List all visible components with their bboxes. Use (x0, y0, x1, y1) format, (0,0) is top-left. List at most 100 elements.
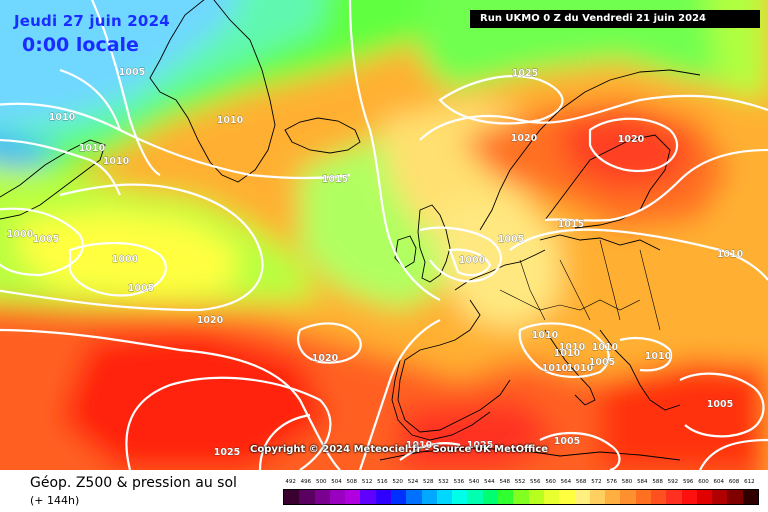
pressure-label: 1010 (532, 330, 559, 341)
pressure-label: 1010 (559, 342, 586, 353)
product-title: Géop. Z500 & pression au sol (30, 475, 237, 491)
legend-swatch (299, 490, 316, 504)
legend-swatch (391, 490, 407, 504)
legend-swatch (345, 490, 361, 504)
legend-label: 572 (591, 479, 602, 485)
pressure-label: 1020 (511, 133, 538, 144)
legend-label: 496 (300, 479, 312, 485)
isobars (0, 0, 768, 470)
legend-swatch (436, 490, 453, 504)
legend-swatch (528, 490, 545, 504)
legend-label: 532 (438, 479, 449, 485)
pressure-label: 1020 (197, 315, 224, 326)
legend-swatch (498, 490, 514, 504)
legend-label: 528 (423, 479, 434, 485)
legend-label: 504 (331, 479, 342, 485)
legend-swatch (314, 490, 331, 504)
legend-swatch (650, 490, 667, 504)
legend-label: 540 (468, 479, 480, 485)
color-legend (283, 489, 759, 505)
legend-swatch (727, 490, 744, 504)
legend-swatch (329, 490, 346, 504)
lead-time: (+ 144h) (30, 494, 80, 507)
legend-label: 592 (667, 479, 679, 485)
run-info-banner: Run UKMO 0 Z du Vendredi 21 juin 2024 (470, 10, 760, 28)
legend-label: 552 (514, 479, 526, 485)
legend-label: 576 (606, 479, 617, 485)
pressure-label: 1010 (49, 112, 76, 123)
legend-swatch (589, 490, 606, 504)
pressure-labels: 1005 1010 1010 1010 1010 1015 1000 1005 … (7, 67, 744, 458)
pressure-label: 1010 (567, 363, 594, 374)
greenland-coast (149, 0, 276, 183)
baltic (539, 234, 661, 251)
legend-label: 608 (728, 479, 740, 485)
pressure-label: 1005 (554, 436, 580, 447)
legend-swatch (681, 490, 698, 504)
legend-label: 560 (545, 479, 556, 485)
legend-label: 516 (377, 479, 388, 485)
pressure-label: 1015 (322, 174, 348, 185)
italy-coast (544, 329, 596, 406)
legend-swatch (513, 490, 530, 504)
pressure-label: 1025 (467, 440, 493, 451)
copyright-notice: Copyright © 2024 Meteociel.fr - Source U… (250, 444, 549, 455)
balkans-coast (599, 329, 681, 411)
legend-label: 604 (713, 479, 725, 485)
weather-map: 1005 1010 1010 1010 1010 1015 1000 1005 … (0, 0, 768, 470)
canada-coast (0, 139, 106, 220)
legend-label: 556 (530, 479, 541, 485)
coastlines (0, 0, 701, 461)
legend-swatch (543, 490, 560, 504)
pressure-label: 1010 (217, 115, 244, 126)
legend-swatch (574, 490, 591, 504)
legend-label: 544 (484, 479, 495, 485)
forecast-date: Jeudi 27 juin 2024 (14, 12, 170, 30)
iceland-coast (284, 117, 361, 154)
pressure-label: 1005 (589, 357, 615, 368)
legend-swatch (620, 490, 637, 504)
pressure-label: 1005 (33, 234, 59, 245)
pressure-label: 1020 (312, 353, 339, 364)
pressure-label: 1010 (406, 440, 433, 451)
legend-swatch (559, 490, 575, 504)
legend-label: 536 (453, 479, 465, 485)
pressure-label: 1005 (498, 234, 524, 245)
pressure-label: 1010 (542, 363, 569, 374)
legend-swatch (284, 490, 300, 504)
pressure-label: 1000 (7, 229, 34, 240)
legend-swatch (375, 490, 392, 504)
legend-label: 596 (682, 479, 694, 485)
pressure-label: 1020 (618, 134, 645, 145)
uk-coast (417, 204, 451, 283)
legend-label: 612 (744, 479, 755, 485)
pressure-label: 1010 (103, 156, 130, 167)
legend-swatch (482, 490, 499, 504)
norway-coast (479, 69, 701, 231)
pressure-label: 1025 (512, 68, 538, 79)
legend-label: 564 (560, 479, 572, 485)
borders (499, 239, 661, 331)
pressure-label: 1025 (214, 447, 240, 458)
iberia-coast (391, 359, 491, 441)
legend-label: 580 (621, 479, 633, 485)
pressure-label: 1010 (645, 351, 672, 362)
legend-label: 600 (698, 479, 709, 485)
africa-coast (379, 447, 681, 461)
pressure-label: 1000 (459, 255, 486, 266)
legend-label: 512 (361, 479, 373, 485)
pressure-label: 1005 (707, 399, 733, 410)
pressure-label: 1010 (79, 143, 106, 154)
legend-label: 508 (346, 479, 358, 485)
legend-swatch (712, 490, 728, 504)
europe-coast (397, 249, 546, 433)
legend-label: 588 (652, 479, 663, 485)
legend-swatch (452, 490, 468, 504)
legend-swatch (421, 490, 438, 504)
legend-label: 584 (637, 479, 648, 485)
legend-swatch (467, 490, 484, 504)
legend-label: 548 (499, 479, 510, 485)
pressure-label: 1005 (119, 67, 145, 78)
legend-swatch (635, 490, 652, 504)
